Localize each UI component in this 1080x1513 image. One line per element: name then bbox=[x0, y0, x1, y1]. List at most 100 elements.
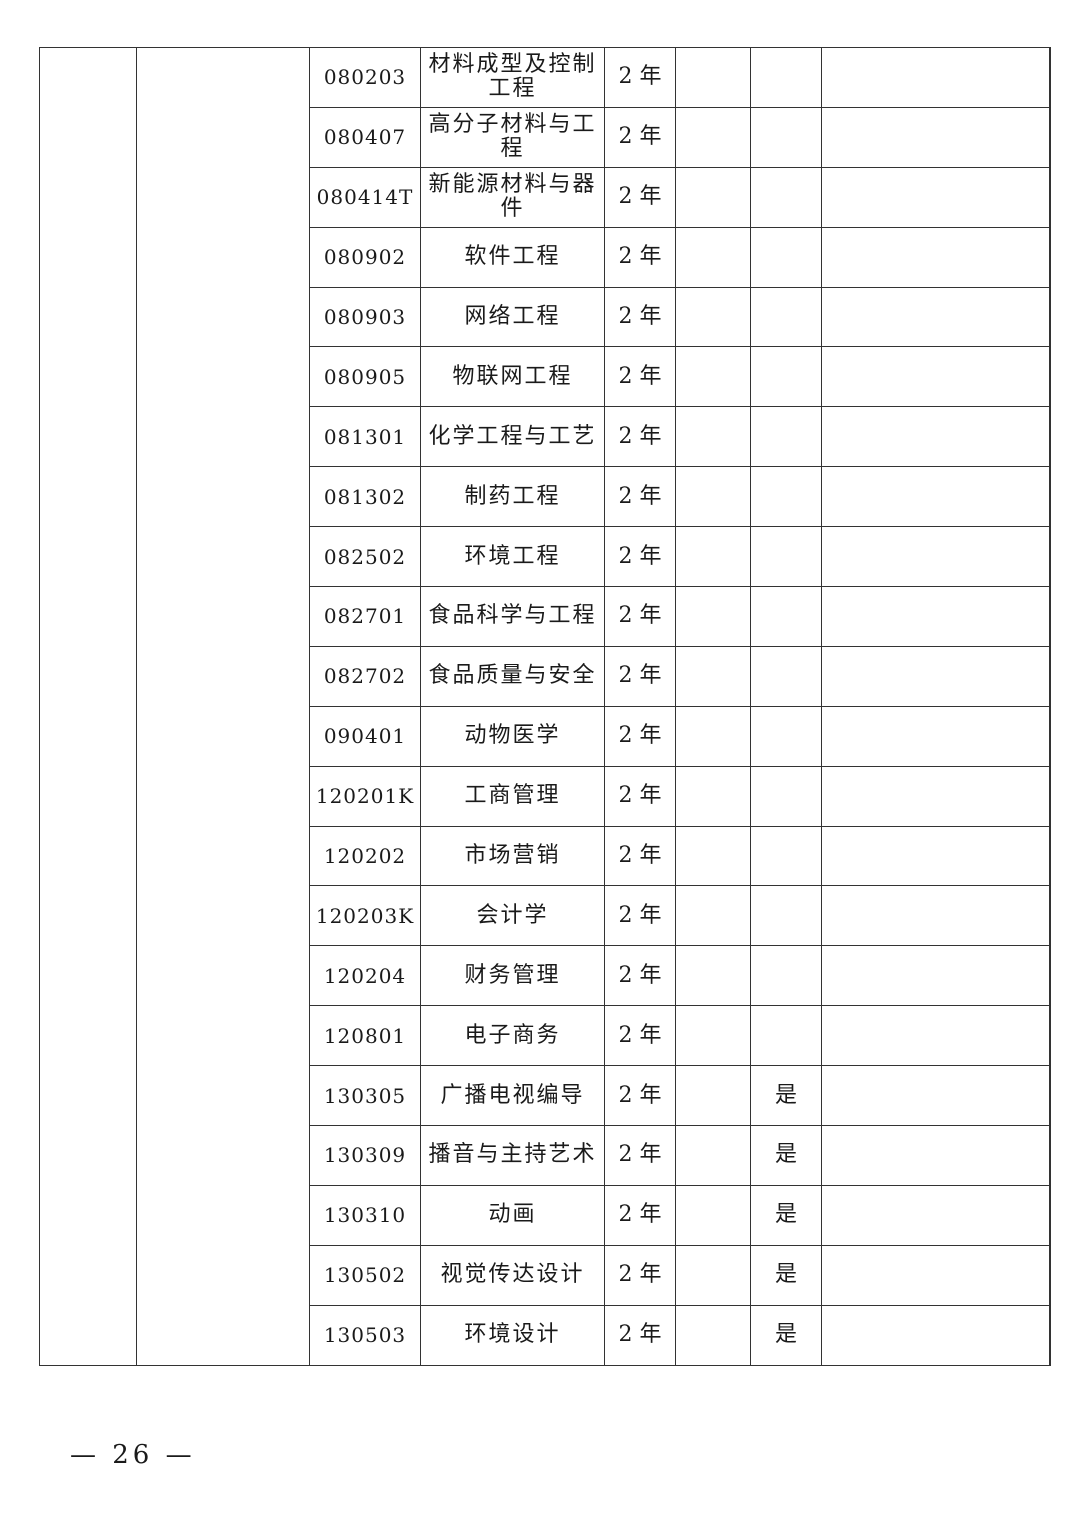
duration-cell: 2 年 bbox=[604, 1184, 676, 1246]
major-name-cell: 材料成型及控制工程 bbox=[420, 47, 605, 108]
flag-cell bbox=[750, 226, 822, 288]
table-row: 120204 财务管理 2 年 bbox=[40, 945, 1051, 1007]
major-code-cell: 130310 bbox=[309, 1184, 421, 1246]
remarks-cell bbox=[1049, 406, 1051, 468]
empty-cell bbox=[675, 586, 751, 647]
flag-cell bbox=[750, 526, 822, 588]
major-code-cell: 080407 bbox=[309, 106, 421, 168]
empty-cell bbox=[675, 705, 751, 767]
table-row: 080902 软件工程 2 年 bbox=[40, 226, 1051, 288]
major-name-cell: 动画 bbox=[420, 1184, 605, 1246]
empty-cell bbox=[821, 945, 1050, 1007]
major-code-cell: 120201K bbox=[309, 765, 421, 827]
major-code-cell: 130503 bbox=[309, 1304, 421, 1366]
remarks-cell bbox=[1049, 1244, 1051, 1306]
table-row: 120203K 会计学 2 年 bbox=[40, 885, 1051, 947]
major-name-cell: 食品科学与工程 bbox=[420, 586, 605, 647]
table-row: 080903 网络工程 2 年 bbox=[40, 286, 1051, 348]
major-code-cell: 130502 bbox=[309, 1244, 421, 1306]
remarks-cell bbox=[1049, 1304, 1051, 1366]
empty-cell bbox=[675, 1005, 751, 1067]
table-row: 082702 食品质量与安全 2 年 bbox=[40, 645, 1051, 707]
flag-cell bbox=[750, 286, 822, 348]
major-code-cell: 081301 bbox=[309, 406, 421, 468]
major-name-cell: 高分子材料与工程 bbox=[420, 106, 605, 168]
duration-cell: 2 年 bbox=[604, 945, 676, 1007]
duration-cell: 2 年 bbox=[604, 765, 676, 827]
empty-cell bbox=[675, 1304, 751, 1366]
remarks-cell bbox=[1049, 1125, 1051, 1186]
empty-cell bbox=[821, 885, 1050, 947]
empty-cell bbox=[821, 226, 1050, 288]
major-name-cell: 动物医学 bbox=[420, 705, 605, 767]
empty-cell bbox=[675, 466, 751, 528]
flag-cell bbox=[750, 705, 822, 767]
empty-cell bbox=[821, 466, 1050, 528]
remarks-cell bbox=[1049, 466, 1051, 528]
duration-cell: 2 年 bbox=[604, 47, 676, 108]
table-row: 081302 制药工程 2 年 bbox=[40, 466, 1051, 528]
empty-cell bbox=[821, 1125, 1050, 1186]
institution-cell bbox=[39, 47, 137, 1366]
major-name-cell: 新能源材料与器件 bbox=[420, 166, 605, 228]
major-code-cell: 080902 bbox=[309, 226, 421, 288]
empty-cell bbox=[821, 106, 1050, 168]
empty-cell bbox=[675, 106, 751, 168]
duration-cell: 2 年 bbox=[604, 106, 676, 168]
major-code-cell: 120202 bbox=[309, 825, 421, 887]
empty-cell bbox=[675, 885, 751, 947]
table-row: 120801 电子商务 2 年 bbox=[40, 1005, 1051, 1067]
empty-cell bbox=[675, 1125, 751, 1186]
empty-cell bbox=[821, 765, 1050, 827]
empty-cell bbox=[675, 47, 751, 108]
remarks-cell bbox=[1049, 526, 1051, 588]
major-name-cell: 制药工程 bbox=[420, 466, 605, 528]
flag-cell bbox=[750, 166, 822, 228]
empty-cell bbox=[821, 1005, 1050, 1067]
duration-cell: 2 年 bbox=[604, 166, 676, 228]
duration-cell: 2 年 bbox=[604, 226, 676, 288]
flag-cell bbox=[750, 47, 822, 108]
duration-cell: 2 年 bbox=[604, 705, 676, 767]
flag-cell bbox=[750, 586, 822, 647]
flag-cell: 是 bbox=[750, 1125, 822, 1186]
flag-cell bbox=[750, 346, 822, 408]
duration-cell: 2 年 bbox=[604, 1125, 676, 1186]
major-name-cell: 工商管理 bbox=[420, 765, 605, 827]
category-cell bbox=[136, 47, 310, 1366]
major-name-cell: 食品质量与安全 bbox=[420, 645, 605, 707]
empty-cell bbox=[821, 1244, 1050, 1306]
remarks-cell bbox=[1049, 1005, 1051, 1067]
remarks-cell bbox=[1049, 885, 1051, 947]
major-name-cell: 环境工程 bbox=[420, 526, 605, 588]
table-row: 130502 视觉传达设计 2 年 是 bbox=[40, 1244, 1051, 1306]
empty-cell bbox=[821, 166, 1050, 228]
major-code-cell: 080903 bbox=[309, 286, 421, 348]
major-code-cell: 120203K bbox=[309, 885, 421, 947]
remarks-cell bbox=[1049, 586, 1051, 647]
duration-cell: 2 年 bbox=[604, 825, 676, 887]
empty-cell bbox=[675, 1184, 751, 1246]
table-row: 130310 动画 2 年 是 bbox=[40, 1184, 1051, 1246]
major-name-cell: 网络工程 bbox=[420, 286, 605, 348]
empty-cell bbox=[675, 286, 751, 348]
table-row: 120202 市场营销 2 年 bbox=[40, 825, 1051, 887]
flag-cell: 是 bbox=[750, 1184, 822, 1246]
major-name-cell: 电子商务 bbox=[420, 1005, 605, 1067]
major-name-cell: 环境设计 bbox=[420, 1304, 605, 1366]
table-row: 130503 环境设计 2 年 是 bbox=[40, 1304, 1051, 1366]
duration-cell: 2 年 bbox=[604, 1304, 676, 1366]
duration-cell: 2 年 bbox=[604, 885, 676, 947]
empty-cell bbox=[675, 166, 751, 228]
major-name-cell: 财务管理 bbox=[420, 945, 605, 1007]
flag-cell bbox=[750, 765, 822, 827]
empty-cell bbox=[821, 1184, 1050, 1246]
table-row: 120201K 工商管理 2 年 bbox=[40, 765, 1051, 827]
duration-cell: 2 年 bbox=[604, 526, 676, 588]
empty-cell bbox=[675, 526, 751, 588]
duration-cell: 2 年 bbox=[604, 645, 676, 707]
flag-cell: 是 bbox=[750, 1304, 822, 1366]
duration-cell: 2 年 bbox=[604, 466, 676, 528]
remarks-cell bbox=[1049, 1065, 1051, 1127]
empty-cell bbox=[821, 825, 1050, 887]
